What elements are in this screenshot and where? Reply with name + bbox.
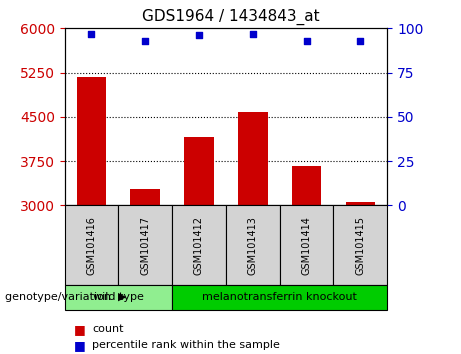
Bar: [130, 189, 160, 205]
Text: GSM101415: GSM101415: [355, 216, 366, 275]
Text: ■: ■: [74, 323, 85, 336]
FancyBboxPatch shape: [172, 285, 387, 310]
Text: genotype/variation  ▶: genotype/variation ▶: [5, 292, 126, 302]
Point: [249, 31, 256, 36]
Text: percentile rank within the sample: percentile rank within the sample: [92, 340, 280, 350]
FancyBboxPatch shape: [280, 205, 333, 285]
Text: melanotransferrin knockout: melanotransferrin knockout: [202, 292, 357, 302]
FancyBboxPatch shape: [65, 285, 172, 310]
Text: GSM101416: GSM101416: [86, 216, 96, 275]
Bar: [346, 202, 375, 205]
Bar: [292, 166, 321, 205]
Text: GSM101412: GSM101412: [194, 216, 204, 275]
FancyBboxPatch shape: [333, 205, 387, 285]
Text: GSM101414: GSM101414: [301, 216, 312, 275]
Point: [142, 38, 149, 44]
Text: ■: ■: [74, 339, 85, 352]
Text: GSM101413: GSM101413: [248, 216, 258, 275]
Text: GDS1964 / 1434843_at: GDS1964 / 1434843_at: [142, 9, 319, 25]
Point: [88, 31, 95, 36]
Bar: [238, 112, 267, 205]
Text: count: count: [92, 324, 124, 334]
FancyBboxPatch shape: [65, 205, 118, 285]
Point: [303, 38, 310, 44]
Text: wild type: wild type: [93, 292, 144, 302]
Text: GSM101417: GSM101417: [140, 216, 150, 275]
Bar: [77, 77, 106, 205]
Point: [195, 33, 203, 38]
FancyBboxPatch shape: [118, 205, 172, 285]
FancyBboxPatch shape: [172, 205, 226, 285]
Point: [357, 38, 364, 44]
FancyBboxPatch shape: [226, 205, 280, 285]
Bar: [184, 137, 214, 205]
